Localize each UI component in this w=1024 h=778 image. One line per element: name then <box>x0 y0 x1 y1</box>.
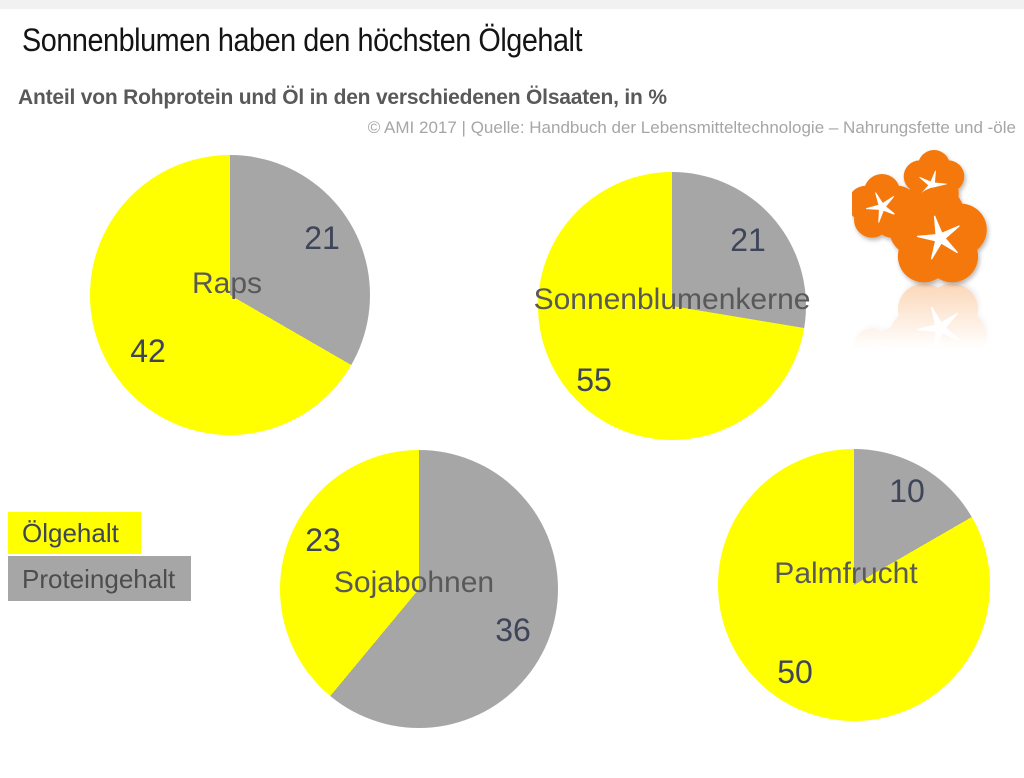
pie-title-sonnenblumenkerne: Sonnenblumenkerne <box>533 283 811 316</box>
legend-protein-label: Proteingehalt <box>22 563 176 594</box>
value-label-palmfrucht-protein: 10 <box>889 473 925 509</box>
source-credit: © AMI 2017 | Quelle: Handbuch der Lebens… <box>367 118 1016 137</box>
value-label-palmfrucht-oil: 50 <box>777 654 813 690</box>
pie-chart-sonnenblumenkerne: 21 Sonnenblumenkerne 55 <box>534 172 810 440</box>
value-label-sojabohnen-oil: 23 <box>305 522 341 558</box>
pie-title-raps: Raps <box>191 267 263 300</box>
value-label-sonnenblumenkerne-oil: 55 <box>576 362 612 398</box>
legend-oil-label: Ölgehalt <box>22 518 119 548</box>
value-label-sonnenblumenkerne-protein: 21 <box>730 222 766 258</box>
legend: Ölgehalt Proteingehalt <box>8 512 208 601</box>
reflection-fade <box>852 283 1000 360</box>
pie-title-sojabohnen: Sojabohnen <box>333 566 495 599</box>
legend-item-protein: Proteingehalt <box>8 556 191 601</box>
pie-chart-raps: 21 Raps 42 <box>90 155 370 435</box>
pie-chart-palmfrucht: 10 Palmfrucht 50 <box>718 449 990 721</box>
value-label-raps-oil: 42 <box>130 333 166 369</box>
pie-title-palmfrucht: Palmfrucht <box>774 557 918 590</box>
pie-chart-sojabohnen: 36 Sojabohnen 23 <box>280 450 558 728</box>
chart-subtitle: Anteil von Rohprotein und Öl in den vers… <box>18 86 667 109</box>
value-label-sojabohnen-protein: 36 <box>495 612 531 648</box>
top-edge-strip <box>0 0 1024 9</box>
orange-blossoms-graphic <box>852 145 1000 360</box>
legend-item-oil: Ölgehalt <box>8 512 141 554</box>
page-title: Sonnenblumen haben den höchsten Ölgehalt <box>22 22 583 58</box>
value-label-raps-protein: 21 <box>304 220 340 256</box>
